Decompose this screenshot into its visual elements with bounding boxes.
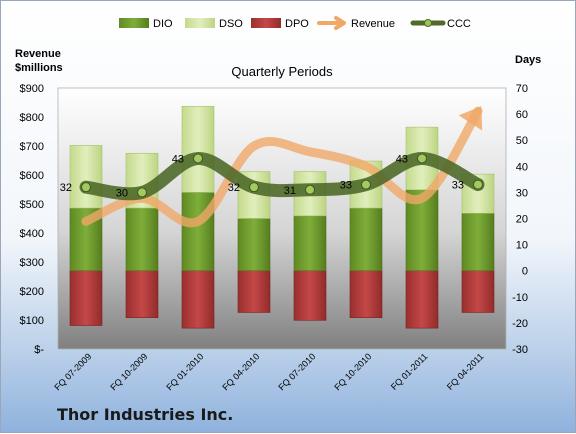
dpo-bar — [238, 271, 270, 313]
ccc-point — [138, 188, 147, 197]
ccc-data-label: 30 — [116, 187, 128, 199]
dio-bar — [126, 208, 158, 271]
right-tick-label: 60 — [516, 109, 528, 121]
left-tick-label: $100 — [20, 315, 44, 327]
legend-dio-swatch — [119, 18, 149, 28]
x-tick-label: FQ 04-2010 — [220, 351, 261, 392]
right-tick-label: 0 — [522, 266, 528, 278]
chart-title: Quarterly Periods — [231, 64, 333, 79]
dio-bar — [462, 213, 494, 270]
ccc-point — [474, 180, 483, 189]
legend-revenue-label: Revenue — [351, 18, 395, 30]
ccc-point — [362, 180, 371, 189]
dpo-bar — [462, 271, 494, 313]
right-tick-label: 20 — [516, 214, 528, 226]
ccc-data-label: 43 — [172, 153, 184, 165]
dpo-bar — [182, 271, 214, 328]
dio-bar — [350, 208, 382, 271]
dpo-bar — [126, 271, 158, 318]
legend-dpo-swatch — [251, 18, 281, 28]
ccc-data-label: 31 — [284, 185, 296, 197]
right-tick-label: 50 — [516, 135, 528, 147]
ccc-data-label: 33 — [340, 180, 352, 192]
ccc-data-label: 33 — [452, 180, 464, 192]
right-tick-label: 70 — [516, 83, 528, 95]
x-tick-label: FQ 01-2011 — [389, 351, 430, 392]
left-tick-label: $500 — [20, 199, 44, 211]
ccc-point — [250, 183, 259, 192]
ccc-data-label: 32 — [228, 182, 240, 194]
left-tick-label: $- — [34, 344, 44, 356]
x-tick-label: FQ 10-2009 — [108, 351, 149, 392]
dpo-bar — [294, 271, 326, 321]
left-tick-label: $900 — [20, 83, 44, 95]
right-tick-label: 40 — [516, 161, 528, 173]
legend-dio-label: DIO — [153, 18, 173, 30]
left-axis-ticks: $- $100 $200 $300 $400 $500 $600 $700 $800 $900 — [20, 83, 45, 356]
ccc-data-label: 43 — [396, 153, 408, 165]
left-axis-label-line2: $millions — [15, 62, 63, 74]
legend-dpo-label: DPO — [285, 18, 309, 30]
dio-bar — [294, 216, 326, 271]
dso-bar — [182, 106, 214, 192]
dpo-bar — [350, 271, 382, 318]
left-tick-label: $400 — [20, 228, 44, 240]
right-axis-ticks: -30 -20 -10 0 10 20 30 40 50 60 70 — [512, 83, 528, 356]
left-tick-label: $800 — [20, 112, 44, 124]
dpo-bar — [406, 271, 438, 328]
right-tick-label: 30 — [516, 187, 528, 199]
ccc-point — [82, 183, 91, 192]
legend-ccc-label: CCC — [447, 18, 471, 30]
ccc-point — [418, 154, 427, 163]
left-axis-label-line1: Revenue — [15, 48, 61, 60]
legend: DIO DSO DPO Revenue CCC — [119, 18, 471, 30]
legend-ccc-marker — [425, 20, 432, 27]
x-tick-label: FQ 07-2010 — [276, 351, 317, 392]
x-tick-label: FQ 07-2009 — [52, 351, 93, 392]
dpo-bar — [70, 271, 102, 326]
right-tick-label: -10 — [512, 292, 528, 304]
x-tick-label: FQ 10-2010 — [332, 351, 373, 392]
plot-area — [58, 88, 506, 349]
legend-dso-swatch — [185, 18, 215, 28]
left-tick-label: $700 — [20, 141, 44, 153]
legend-revenue-arrow-icon — [319, 18, 344, 28]
right-tick-label: 10 — [516, 240, 528, 252]
dio-bar — [238, 219, 270, 271]
x-tick-label: FQ 04-2011 — [445, 351, 486, 392]
left-tick-label: $200 — [20, 286, 44, 298]
right-tick-label: -30 — [512, 344, 528, 356]
x-axis-labels: FQ 07-2009 FQ 10-2009 FQ 01-2010 FQ 04-2010… — [52, 351, 485, 392]
left-tick-label: $300 — [20, 257, 44, 269]
ccc-point — [306, 185, 315, 194]
right-tick-label: -20 — [512, 318, 528, 330]
dso-bar — [70, 145, 102, 208]
ccc-point — [194, 154, 203, 163]
company-name: Thor Industries Inc. — [57, 405, 233, 424]
legend-dso-label: DSO — [219, 18, 243, 30]
ccc-data-label: 32 — [60, 182, 72, 194]
left-tick-label: $600 — [20, 170, 44, 182]
right-axis-label: Days — [515, 54, 541, 66]
x-tick-label: FQ 01-2010 — [164, 351, 205, 392]
